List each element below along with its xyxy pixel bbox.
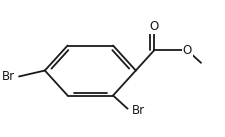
Text: O: O <box>149 20 158 33</box>
Text: Br: Br <box>131 104 144 117</box>
Text: Br: Br <box>2 70 15 83</box>
Text: O: O <box>182 44 191 57</box>
